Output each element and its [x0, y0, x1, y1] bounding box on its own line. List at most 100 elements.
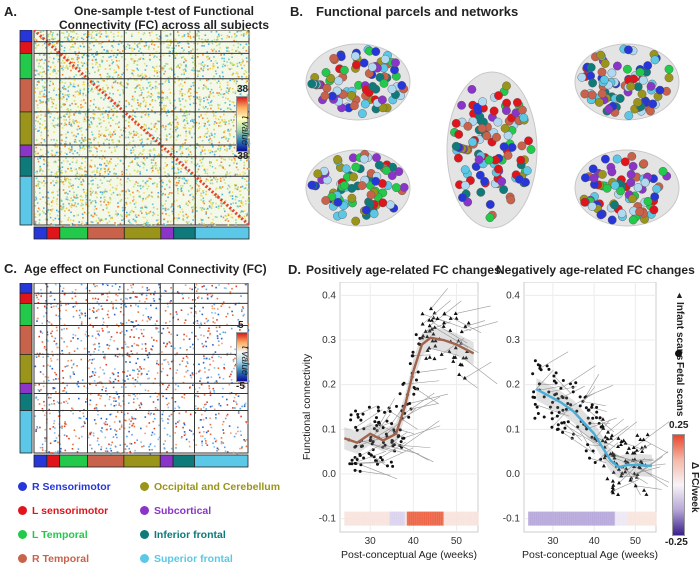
matrix-cell [214, 60, 217, 62]
matrix-cell [188, 190, 190, 192]
matrix-cell [124, 448, 127, 450]
matrix-cell [153, 413, 155, 415]
matrix-cell [70, 197, 72, 199]
matrix-cell [179, 347, 182, 349]
matrix-cell [59, 134, 62, 137]
matrix-cell [195, 290, 198, 292]
matrix-cell [185, 203, 188, 205]
matrix-cell [66, 100, 68, 102]
matrix-cell [110, 162, 112, 164]
matrix-cell [106, 326, 109, 328]
matrix-cell [59, 97, 62, 99]
matrix-cell [164, 81, 166, 83]
matrix-cell [215, 439, 218, 442]
matrix-cell [117, 202, 119, 204]
matrix-cell [95, 191, 97, 193]
matrix-cell [64, 192, 66, 194]
matrix-cell [87, 59, 90, 61]
matrix-cell [41, 446, 44, 449]
matrix-cell [50, 303, 52, 305]
matrix-cell [114, 107, 116, 109]
matrix-cell [247, 95, 249, 97]
matrix-cell [152, 214, 154, 217]
matrix-cell [56, 139, 58, 142]
matrix-cell [178, 412, 181, 415]
matrix-cell [189, 132, 191, 135]
matrix-cell [92, 215, 94, 218]
matrix-cell [221, 193, 224, 196]
matrix-cell [153, 124, 155, 127]
matrix-cell [120, 81, 123, 84]
matrix-cell [89, 359, 91, 361]
matrix-cell [239, 43, 242, 46]
matrix-cell [175, 139, 178, 141]
matrix-cell [236, 403, 238, 405]
matrix-cell [140, 40, 142, 42]
matrix-cell [81, 221, 84, 223]
matrix-cell [134, 219, 136, 222]
matrix-cell [222, 75, 224, 78]
matrix-cell [175, 311, 178, 313]
matrix-cell [49, 216, 52, 219]
matrix-cell [61, 425, 63, 428]
matrix-cell [189, 287, 191, 290]
matrix-cell [183, 35, 185, 37]
matrix-cell [73, 362, 75, 365]
matrix-cell [203, 202, 206, 205]
matrix-cell [177, 169, 180, 171]
parcel-node [475, 170, 485, 180]
matrix-cell [73, 122, 75, 125]
matrix-cell [169, 313, 172, 315]
matrix-cell [142, 97, 145, 99]
matrix-cell [83, 118, 86, 120]
matrix-cell [215, 117, 217, 120]
matrix-cell [132, 377, 134, 379]
matrix-cell [189, 92, 192, 94]
matrix-cell [136, 107, 138, 110]
matrix-cell [101, 431, 103, 433]
matrix-cell [91, 200, 94, 202]
matrix-cell [90, 221, 93, 223]
matrix-cell [79, 112, 82, 115]
matrix-cell [73, 61, 76, 64]
matrix-cell [169, 102, 172, 104]
matrix-cell [185, 355, 188, 358]
matrix-cell [44, 376, 47, 378]
matrix-cell [190, 311, 193, 314]
matrix-cell [156, 219, 158, 222]
matrix-cell [197, 407, 200, 410]
matrix-cell [225, 415, 228, 417]
matrix-cell [96, 88, 99, 90]
matrix-cell [96, 167, 99, 169]
matrix-cell [206, 108, 209, 110]
matrix-cell [76, 66, 79, 68]
matrix-cell [220, 356, 222, 359]
matrix-cell [64, 145, 66, 148]
matrix-cell [224, 168, 226, 170]
matrix-cell [167, 123, 170, 126]
matrix-cell [196, 390, 199, 393]
matrix-cell [157, 38, 160, 41]
matrix-cell [157, 331, 160, 333]
matrix-cell [70, 202, 73, 205]
matrix-cell [55, 343, 57, 346]
matrix-cell [61, 67, 63, 70]
matrix-cell [132, 151, 134, 154]
matrix-cell [41, 123, 44, 126]
matrix-cell [145, 127, 148, 130]
matrix-cell [62, 287, 65, 290]
matrix-cell [233, 119, 235, 121]
matrix-cell [220, 215, 222, 218]
matrix-cell [177, 64, 180, 67]
matrix-cell [63, 104, 65, 106]
matrix-cell [143, 110, 146, 113]
matrix-cell [217, 147, 219, 150]
matrix-cell [47, 364, 49, 367]
matrix-cell [69, 219, 72, 221]
matrix-cell [59, 205, 62, 207]
matrix-cell [42, 87, 45, 89]
matrix-cell [176, 135, 179, 138]
matrix-cell [105, 84, 108, 87]
matrix-cell [134, 146, 136, 148]
matrix-cell [226, 149, 228, 152]
